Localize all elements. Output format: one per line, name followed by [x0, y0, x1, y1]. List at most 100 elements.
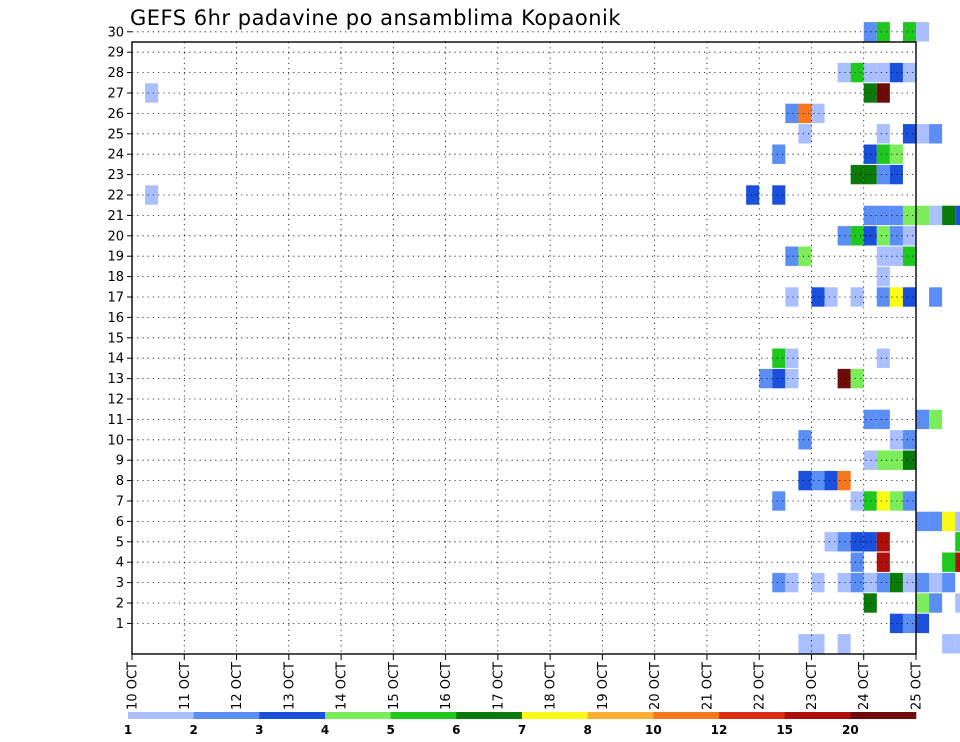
y-tick-label: 8	[116, 474, 124, 489]
precip-cell	[942, 511, 956, 532]
precip-cell	[916, 22, 930, 42]
precip-cell	[863, 164, 877, 185]
y-tick-label: 3	[116, 576, 124, 591]
x-tick-label: 22 OCT	[753, 662, 768, 710]
precip-cell	[876, 266, 890, 287]
precip-cell	[863, 572, 877, 593]
precip-cell	[837, 470, 851, 491]
y-tick-label: 25	[107, 127, 124, 142]
precip-cell	[876, 287, 890, 307]
precip-cell	[929, 205, 943, 226]
precip-cell	[145, 83, 159, 103]
x-tick-label: 15 OCT	[387, 662, 402, 710]
x-tick-label: 18 OCT	[544, 662, 559, 710]
precip-cell	[902, 287, 916, 307]
colorbar-swatch	[390, 712, 457, 719]
precip-cell	[876, 532, 890, 552]
precip-cell	[850, 226, 864, 246]
y-tick-label: 10	[107, 433, 124, 448]
precip-cell	[955, 634, 960, 654]
colorbar-swatch	[128, 712, 194, 719]
precip-cell	[837, 368, 851, 389]
precip-cell	[772, 348, 786, 368]
colorbar-label: 3	[255, 723, 263, 737]
precip-cell	[824, 470, 838, 491]
y-tick-label: 13	[107, 372, 124, 387]
precip-cell	[916, 593, 930, 613]
plot-frame	[131, 41, 917, 655]
colorbar-swatch	[193, 712, 260, 719]
precip-cell	[876, 572, 890, 593]
precip-cell	[850, 287, 864, 307]
precip-cell	[785, 246, 799, 266]
y-tick-label: 27	[107, 87, 124, 102]
precip-cell	[876, 552, 890, 572]
x-axis: 10 OCT 11 OCT 12 OCT 13 OCT 14 OCT 15 OCT 16 O…	[126, 654, 925, 710]
precip-cell	[824, 287, 838, 307]
precip-cell	[798, 246, 812, 266]
precip-cell	[785, 348, 799, 368]
y-tick-label: 21	[107, 209, 124, 224]
precip-cell	[902, 22, 916, 42]
y-tick-label: 7	[116, 495, 124, 510]
colorbar-label: 7	[518, 723, 526, 737]
precip-cell	[929, 511, 943, 532]
x-tick-label: 25 OCT	[910, 662, 925, 710]
precip-cell	[955, 552, 960, 572]
x-tick-label: 16 OCT	[439, 662, 454, 710]
precip-cell	[942, 205, 956, 226]
precip-cell	[798, 470, 812, 491]
precip-cell	[876, 450, 890, 470]
precip-cell	[902, 124, 916, 144]
precip-cell	[837, 572, 851, 593]
precip-cell	[772, 491, 786, 511]
x-tick-label: 23 OCT	[805, 662, 820, 710]
x-tick-label: 12 OCT	[230, 662, 245, 710]
colorbar-swatch	[850, 712, 917, 719]
precip-cell	[942, 552, 956, 572]
precip-cell	[955, 205, 960, 226]
precip-cell	[772, 185, 786, 205]
precip-cell	[876, 348, 890, 368]
y-tick-label: 5	[116, 535, 124, 550]
precip-cell	[876, 144, 890, 164]
precip-cell	[916, 409, 930, 430]
precip-cell	[863, 205, 877, 226]
colorbar-swatch	[719, 712, 785, 719]
precip-cell	[798, 634, 812, 654]
y-tick-label: 18	[107, 270, 124, 285]
precip-cell	[876, 409, 890, 430]
precip-cell	[811, 103, 825, 124]
precip-cell	[902, 62, 916, 83]
colorbar-label: 5	[386, 723, 394, 737]
colorbar-swatch	[784, 712, 851, 719]
y-tick-label: 14	[107, 352, 124, 367]
precip-cell	[876, 62, 890, 83]
precip-cell	[811, 572, 825, 593]
precip-cell	[929, 287, 943, 307]
precip-cell	[876, 124, 890, 144]
precip-cell	[902, 205, 916, 226]
grid-layer	[132, 31, 916, 654]
precip-cell	[837, 532, 851, 552]
precip-cell	[876, 164, 890, 185]
precip-cell	[759, 368, 773, 389]
precip-cell	[902, 572, 916, 593]
precip-cell	[876, 83, 890, 103]
precip-cell	[916, 511, 930, 532]
colorbar-swatch	[259, 712, 326, 719]
y-tick-label: 28	[107, 66, 124, 81]
precip-cell	[902, 246, 916, 266]
x-tick-label: 11 OCT	[178, 662, 193, 710]
colorbar-label: 10	[645, 723, 662, 737]
precip-cell	[850, 368, 864, 389]
precip-cell	[850, 164, 864, 185]
precip-cell	[811, 287, 825, 307]
precip-cell	[798, 430, 812, 450]
precip-cell	[863, 593, 877, 613]
y-tick-label: 2	[116, 597, 124, 612]
precip-cell	[955, 511, 960, 532]
precip-cell	[837, 62, 851, 83]
x-tick-label: 24 OCT	[857, 662, 872, 710]
